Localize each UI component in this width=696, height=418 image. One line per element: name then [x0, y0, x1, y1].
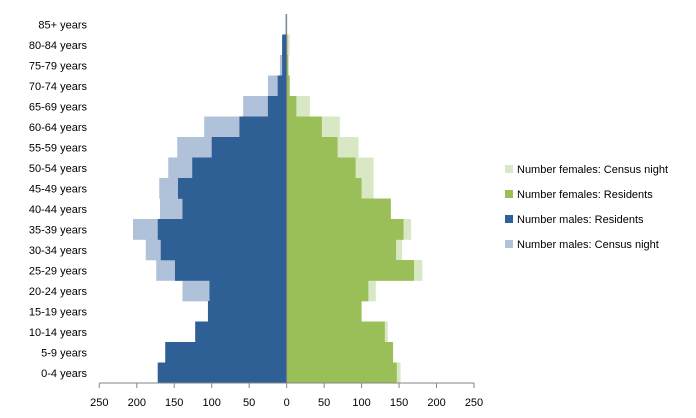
bar-number-males-residents-45-49-years: [177, 178, 287, 199]
category-label: 15-19 years: [29, 306, 88, 318]
category-label: 5-9 years: [41, 347, 87, 359]
bar-number-males-residents-55-59-years: [211, 137, 287, 158]
bar-number-males-residents-65-69-years: [267, 96, 287, 117]
bar-number-females-residents-20-24-years: [286, 280, 369, 302]
legend-label: Number males: Residents: [517, 214, 644, 226]
legend-swatch: [505, 215, 513, 223]
bar-number-females-residents-65-69-years: [286, 96, 297, 117]
bar-number-females-residents-10-14-years: [286, 321, 385, 343]
legend-label: Number females: Census night: [517, 164, 668, 176]
bar-number-males-residents-70-74-years: [277, 75, 287, 97]
bar-number-females-census-night-80-84-years: [286, 34, 290, 56]
category-label: 10-14 years: [29, 327, 88, 339]
category-label: 35-39 years: [29, 224, 88, 236]
x-tick-label: 50: [243, 397, 255, 409]
bar-number-males-residents-30-34-years: [160, 239, 287, 261]
bar-number-females-residents-55-59-years: [286, 137, 338, 158]
x-tick-label: 100: [352, 397, 370, 409]
category-label: 30-34 years: [29, 245, 88, 257]
category-label: 60-64 years: [29, 122, 88, 134]
bar-number-females-residents-5-9-years: [286, 342, 394, 363]
x-tick-label: 50: [318, 397, 330, 409]
bar-number-males-residents-20-24-years: [209, 280, 287, 302]
bar-number-females-residents-25-29-years: [286, 260, 415, 281]
bar-number-females-residents-50-54-years: [286, 157, 356, 179]
x-tick-label: 200: [128, 397, 146, 409]
legend-label: Number males: Census night: [517, 239, 659, 251]
bar-number-females-residents-15-19-years: [286, 301, 362, 322]
category-label: 55-59 years: [29, 142, 88, 154]
bar-number-males-residents-50-54-years: [192, 157, 287, 179]
bar-number-females-residents-30-34-years: [286, 239, 397, 261]
category-label: 75-79 years: [29, 60, 88, 72]
category-label: 80-84 years: [29, 40, 88, 52]
bar-number-females-residents-75-79-years: [286, 55, 289, 76]
x-tick-label: 100: [203, 397, 221, 409]
category-label: 65-69 years: [29, 101, 88, 113]
x-tick-label: 250: [465, 397, 483, 409]
x-tick-label: 0: [284, 397, 290, 409]
x-tick-label: 200: [427, 397, 445, 409]
category-label: 0-4 years: [41, 368, 87, 380]
category-label: 40-44 years: [29, 204, 88, 216]
bar-number-males-residents-60-64-years: [239, 116, 287, 138]
bar-number-females-residents-35-39-years: [286, 219, 404, 240]
bar-number-females-residents-70-74-years: [286, 75, 290, 97]
bar-number-males-residents-40-44-years: [182, 198, 287, 220]
category-label: 45-49 years: [29, 183, 88, 195]
bar-number-females-residents-0-4-years: [286, 362, 397, 384]
category-label: 25-29 years: [29, 265, 88, 277]
category-label: 85+ years: [38, 19, 87, 31]
bar-number-males-residents-0-4-years: [157, 362, 287, 384]
bar-number-males-census-night-85-years: [285, 14, 287, 35]
bar-number-males-residents-35-39-years: [157, 219, 287, 240]
x-tick-label: 150: [165, 397, 183, 409]
bar-number-males-residents-5-9-years: [165, 342, 287, 363]
bar-number-males-residents-10-14-years: [195, 321, 287, 343]
legend-label: Number females: Residents: [517, 189, 653, 201]
bar-number-females-residents-45-49-years: [286, 178, 362, 199]
legend-swatch: [505, 165, 513, 173]
legend-swatch: [505, 240, 513, 248]
category-label: 50-54 years: [29, 163, 88, 175]
bar-number-males-residents-25-29-years: [174, 260, 287, 281]
x-tick-label: 250: [90, 397, 108, 409]
bar-number-males-residents-80-84-years: [282, 34, 287, 56]
bar-number-males-residents-15-19-years: [207, 301, 287, 322]
x-tick-label: 150: [390, 397, 408, 409]
category-label: 70-74 years: [29, 81, 88, 93]
legend-swatch: [505, 190, 513, 198]
bar-number-males-residents-75-79-years: [282, 55, 287, 76]
bar-number-females-residents-60-64-years: [286, 116, 322, 138]
category-label: 20-24 years: [29, 286, 88, 298]
bar-number-females-residents-40-44-years: [286, 198, 391, 220]
